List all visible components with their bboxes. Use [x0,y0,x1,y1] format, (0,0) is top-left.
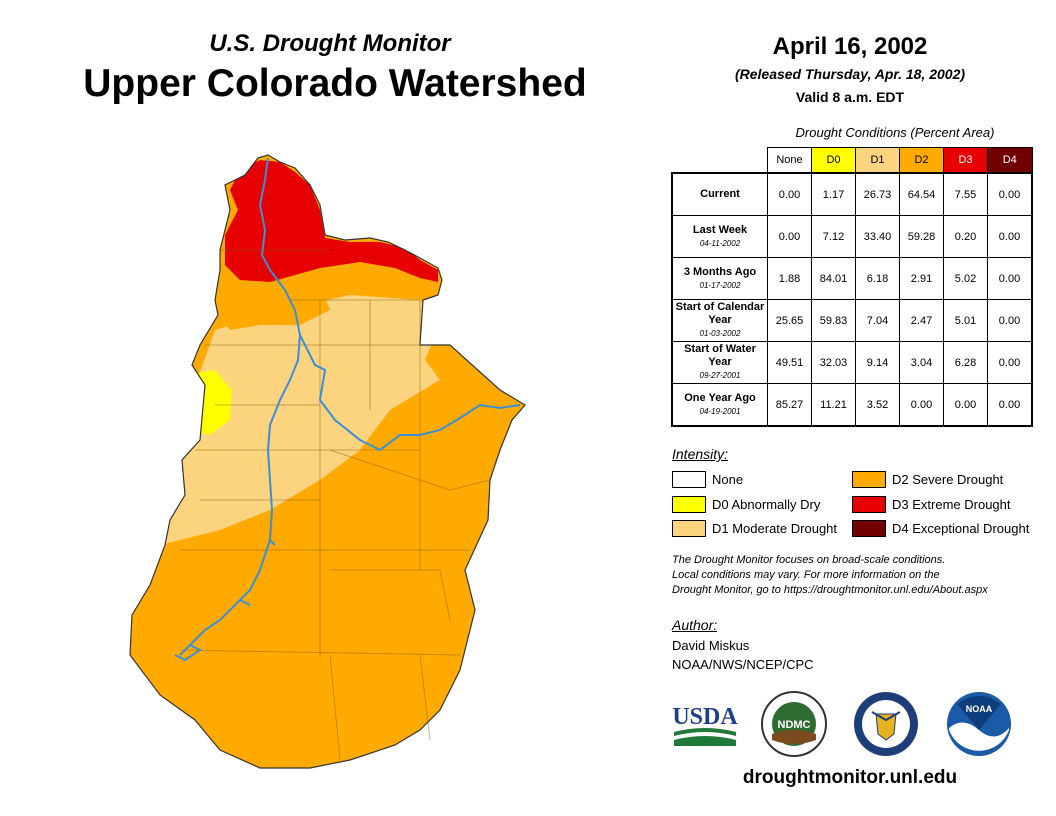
cell: 32.03 [811,341,856,384]
valid-time: Valid 8 a.m. EDT [795,89,905,105]
author-title: Author: [672,617,718,633]
svg-text:NDMC: NDMC [778,719,811,731]
cell: 11.21 [811,383,856,427]
col-d3: D3 [943,147,988,174]
author-name: David Miskus [672,638,750,653]
legend-item-d3: D3 Extreme Drought [852,496,1011,513]
cell: 6.18 [855,257,900,300]
cell: 0.00 [767,215,812,258]
col-d0: D0 [811,147,856,174]
row-label: Current [671,172,768,216]
cell: 7.04 [855,299,900,342]
d1-region [140,295,440,545]
note-line: The Drought Monitor focuses on broad-sca… [672,554,946,566]
row-label: One Year Ago 04-19-2001 [671,383,768,427]
table-row: 3 Months Ago 01-17-2002 1.88 84.01 6.18 2… [671,257,1033,300]
cell: 7.55 [943,172,988,216]
cell: 1.17 [811,172,856,216]
col-d2: D2 [899,147,944,174]
cell: 49.51 [767,341,812,384]
table-row: One Year Ago 04-19-2001 85.27 11.21 3.52 … [671,383,1033,427]
cell: 5.01 [943,299,988,342]
release-date: (Released Thursday, Apr. 18, 2002) [734,66,966,82]
cell: 0.00 [987,299,1033,342]
cell: 3.52 [855,383,900,427]
legend-swatch [852,496,886,513]
ndmc-logo-icon: NDMC [761,691,827,757]
cell: 6.28 [943,341,988,384]
map-subtitle: U.S. Drought Monitor [209,30,451,57]
legend-item-d4: D4 Exceptional Drought [852,520,1029,537]
row-label: 3 Months Ago 01-17-2002 [671,257,768,300]
watershed-map [129,154,526,769]
cell: 2.91 [899,257,944,300]
cell: 0.20 [943,215,988,258]
d3-region [225,160,438,282]
legend-swatch [672,471,706,488]
cell: 0.00 [767,172,812,216]
legend-title: Intensity: [672,446,729,462]
author-org: NOAA/NWS/NCEP/CPC [672,657,814,672]
row-label: Start of Water Year 09-27-2001 [671,341,768,384]
disclaimer-note: The Drought Monitor focuses on broad-sca… [672,553,1042,598]
cell: 0.00 [987,257,1033,300]
table-caption: Drought Conditions (Percent Area) [795,125,995,140]
cell: 0.00 [987,215,1033,258]
col-d4: D4 [987,147,1033,174]
cell: 2.47 [899,299,944,342]
noaa-logo-icon: NOAA [947,692,1011,756]
row-label: Last Week 04-11-2002 [671,215,768,258]
usda-logo-icon: USDA [672,704,738,746]
cell: 0.00 [987,341,1033,384]
drought-stats-table: None D0 D1 D2 D3 D4 Current 0.00 1.17 26… [671,147,1033,427]
cell: 25.65 [767,299,812,342]
legend-swatch [672,520,706,537]
legend-item-d2: D2 Severe Drought [852,471,1003,488]
note-line: Drought Monitor, go to https://droughtmo… [672,584,988,596]
cell: 59.28 [899,215,944,258]
table-row: Start of Calendar Year 01-03-2002 25.65 5… [671,299,1033,342]
map-title: Upper Colorado Watershed [83,62,587,105]
legend-item-none: None [672,471,743,488]
legend-swatch [852,520,886,537]
cell: 0.00 [987,383,1033,427]
legend-swatch [852,471,886,488]
commerce-seal-icon [854,692,918,756]
cell: 84.01 [811,257,856,300]
svg-text:USDA: USDA [672,704,738,730]
cell: 64.54 [899,172,944,216]
lake-powell [174,539,276,662]
cell: 59.83 [811,299,856,342]
table-row: Start of Water Year 09-27-2001 49.51 32.0… [671,341,1033,384]
cell: 0.00 [943,383,988,427]
cell: 26.73 [855,172,900,216]
col-d1: D1 [855,147,900,174]
table-row: Last Week 04-11-2002 0.00 7.12 33.40 59.2… [671,215,1033,258]
colorado-river [179,157,302,656]
cell: 0.00 [899,383,944,427]
cell: 7.12 [811,215,856,258]
table-row: Current 0.00 1.17 26.73 64.54 7.55 0.00 [671,172,1033,216]
note-line: Local conditions may vary. For more info… [672,569,940,581]
row-label: Start of Calendar Year 01-03-2002 [671,299,768,342]
legend-swatch [672,496,706,513]
cell: 85.27 [767,383,812,427]
svg-text:NOAA: NOAA [966,704,993,714]
cell: 1.88 [767,257,812,300]
legend-item-d1: D1 Moderate Drought [672,520,837,537]
legend-item-d0: D0 Abnormally Dry [672,496,820,513]
map-date: April 16, 2002 [772,33,928,60]
col-none: None [767,147,812,174]
gunnison-river [299,334,521,452]
cell: 5.02 [943,257,988,300]
cell: 9.14 [855,341,900,384]
cell: 3.04 [899,341,944,384]
cell: 33.40 [855,215,900,258]
cell: 0.00 [987,172,1033,216]
website-url[interactable]: droughtmonitor.unl.edu [742,767,958,788]
